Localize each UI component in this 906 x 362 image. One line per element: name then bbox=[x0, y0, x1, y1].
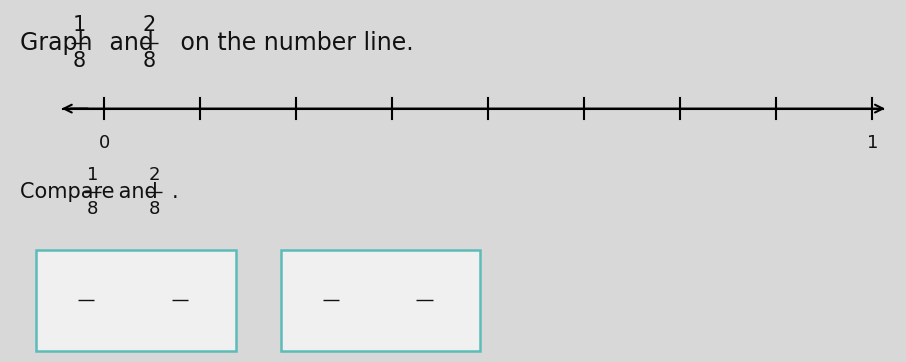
Text: >: > bbox=[371, 290, 390, 311]
Text: 0: 0 bbox=[99, 134, 110, 152]
Text: 8: 8 bbox=[149, 200, 159, 218]
Text: 2: 2 bbox=[143, 16, 156, 35]
Text: 2: 2 bbox=[149, 166, 159, 184]
Text: on the number line.: on the number line. bbox=[173, 31, 414, 55]
Text: 1: 1 bbox=[87, 166, 98, 184]
Text: 8: 8 bbox=[72, 51, 85, 71]
Text: and: and bbox=[112, 182, 165, 202]
Bar bbox=[36, 250, 236, 351]
Text: 8: 8 bbox=[87, 200, 98, 218]
Text: and: and bbox=[102, 31, 161, 55]
Text: 1: 1 bbox=[81, 274, 92, 292]
Text: 8: 8 bbox=[419, 308, 430, 327]
Text: 2: 2 bbox=[174, 274, 186, 292]
Text: 8: 8 bbox=[174, 308, 186, 327]
Text: 8: 8 bbox=[81, 308, 92, 327]
Text: 8: 8 bbox=[143, 51, 156, 71]
Text: 1: 1 bbox=[867, 134, 878, 152]
Text: Compare: Compare bbox=[20, 182, 121, 202]
Text: 2: 2 bbox=[419, 274, 430, 292]
Bar bbox=[281, 250, 480, 351]
Text: 1: 1 bbox=[325, 274, 336, 292]
Text: .: . bbox=[172, 182, 178, 202]
Text: <: < bbox=[127, 290, 145, 311]
Text: 8: 8 bbox=[325, 308, 336, 327]
Text: Graph: Graph bbox=[20, 31, 100, 55]
Text: 1: 1 bbox=[72, 16, 85, 35]
